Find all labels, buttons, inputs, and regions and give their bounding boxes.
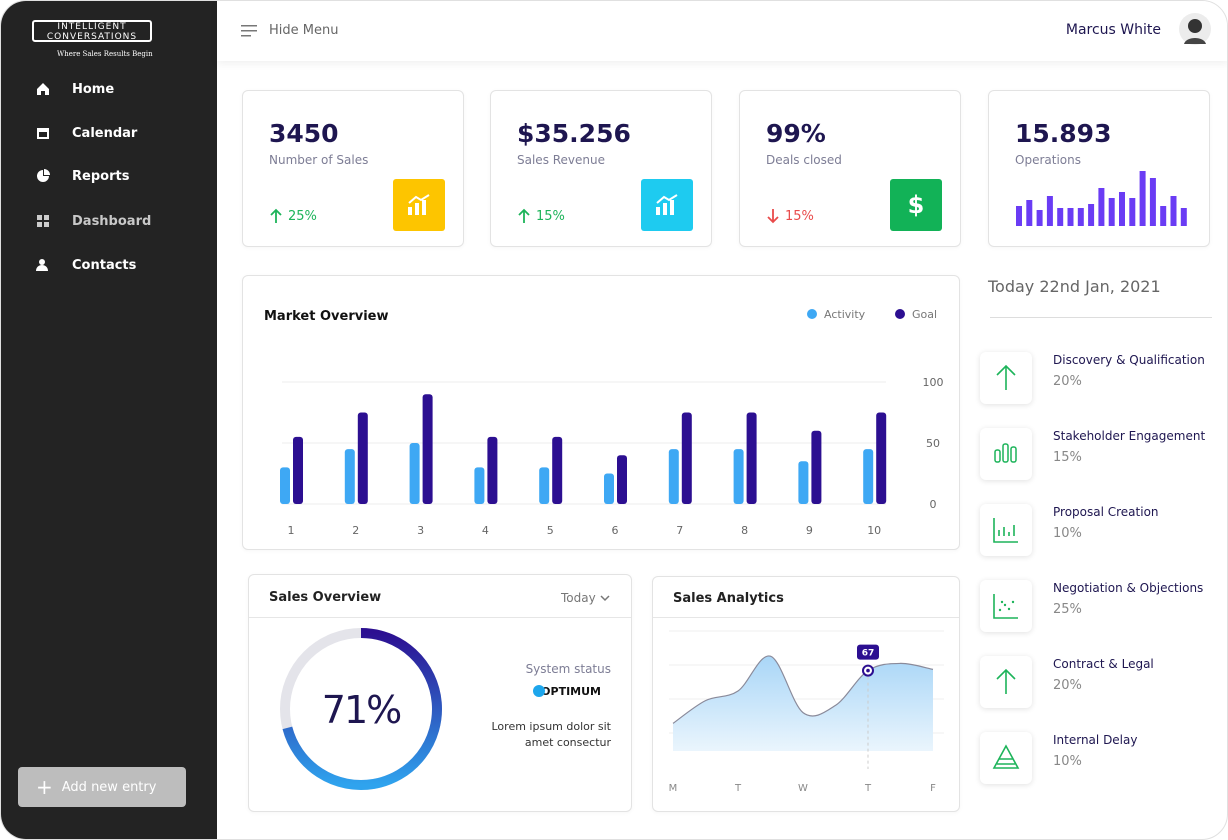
- stat-card: 3450 Number of Sales 25%: [242, 90, 464, 247]
- market-card: [242, 275, 960, 550]
- hide-menu[interactable]: Hide Menu: [269, 23, 339, 38]
- stat-label: Sales Revenue: [517, 153, 606, 167]
- stat-card: 15.893 Operations: [988, 90, 1210, 247]
- stage-name: Discovery & Qualification: [1053, 353, 1205, 367]
- user-name: Marcus White: [1065, 22, 1161, 38]
- menu-label: Reports: [72, 168, 130, 184]
- description: Lorem ipsum dolor sit: [491, 720, 612, 733]
- stage-icon: [980, 352, 1032, 404]
- sales-overview-card: Sales Overview Today System status OPTIM…: [248, 574, 632, 812]
- filter-dropdown[interactable]: Today: [561, 591, 610, 605]
- stat-change: 15%: [766, 208, 814, 224]
- menu-item[interactable]: Calendar: [35, 123, 137, 143]
- stat-value: 99%: [766, 119, 826, 148]
- stat-label: Operations: [1015, 153, 1081, 167]
- change-value: 15%: [536, 208, 565, 224]
- stage-icon: [980, 428, 1032, 480]
- divider: [249, 617, 631, 618]
- menu-label: Home: [72, 81, 115, 97]
- filter-label: Today: [561, 591, 596, 605]
- status-dot: [533, 685, 545, 697]
- button-label: Add new entry: [61, 779, 157, 795]
- sales-analytics-card: [652, 576, 960, 812]
- stage-percent: 25%: [1053, 602, 1082, 617]
- status-label: System status: [525, 662, 611, 676]
- stat-value: $35.256: [517, 119, 631, 148]
- stage-icon: [980, 580, 1032, 632]
- menu-label: Contacts: [72, 257, 137, 273]
- stage-percent: 10%: [1053, 526, 1082, 541]
- status: OPTIMUM: [541, 685, 601, 698]
- stat-icon: $: [890, 179, 942, 231]
- stage-percent: 15%: [1053, 450, 1082, 465]
- menu-item[interactable]: Dashboard: [35, 211, 151, 231]
- logo-line: INTELLIGENT: [57, 22, 127, 32]
- change-value: 15%: [785, 208, 814, 224]
- stage-name: Internal Delay: [1053, 733, 1138, 747]
- menu-item[interactable]: Home: [35, 79, 114, 99]
- logo-line: CONVERSATIONS: [46, 32, 138, 42]
- add-button[interactable]: + Add new entry: [18, 767, 186, 807]
- stat-card: $35.256 Sales Revenue 15%: [490, 90, 712, 247]
- stat-change: 25%: [269, 208, 317, 224]
- menu-label: Calendar: [72, 125, 138, 141]
- avatar: [1179, 13, 1211, 45]
- hamburger[interactable]: [241, 24, 257, 38]
- header: Hide Menu Marcus White: [217, 1, 1227, 61]
- stage-percent: 20%: [1053, 374, 1082, 389]
- stage-icon: [980, 732, 1032, 784]
- description: amet consectur: [524, 736, 611, 749]
- stat-value: 15.893: [1015, 119, 1112, 148]
- menu-item[interactable]: Reports: [35, 166, 129, 186]
- divider: [653, 617, 959, 618]
- stage-icon: [980, 504, 1032, 556]
- stage-percent: 10%: [1053, 754, 1082, 769]
- stat-icon: [641, 179, 693, 231]
- logo-tagline: Where Sales Results Begin: [57, 50, 153, 58]
- stat-value: 3450: [269, 119, 339, 148]
- menu-item[interactable]: Contacts: [35, 255, 136, 275]
- stat-label: Number of Sales: [269, 153, 369, 167]
- stat-change: 15%: [517, 208, 565, 224]
- stage-percent: 20%: [1053, 678, 1082, 693]
- menu-label: Dashboard: [72, 213, 152, 229]
- divider: [990, 317, 1212, 318]
- logo-box: [32, 20, 152, 42]
- change-value: 25%: [288, 208, 317, 224]
- stat-icon: [393, 179, 445, 231]
- stat-label: Deals closed: [766, 153, 842, 167]
- stage-name: Contract & Legal: [1053, 657, 1154, 671]
- stage-name: Proposal Creation: [1053, 505, 1159, 519]
- stage-name: Stakeholder Engagement: [1053, 429, 1206, 443]
- stat-card: 99% Deals closed 15% $: [739, 90, 961, 247]
- card-title: Sales Overview: [269, 590, 382, 605]
- agenda-date: Today 22nd Jan, 2021: [988, 277, 1161, 296]
- sidebar: INTELLIGENT CONVERSATIONS Where Sales Re…: [1, 1, 217, 839]
- stage-icon: [980, 656, 1032, 708]
- stage-name: Negotiation & Objections: [1053, 581, 1204, 595]
